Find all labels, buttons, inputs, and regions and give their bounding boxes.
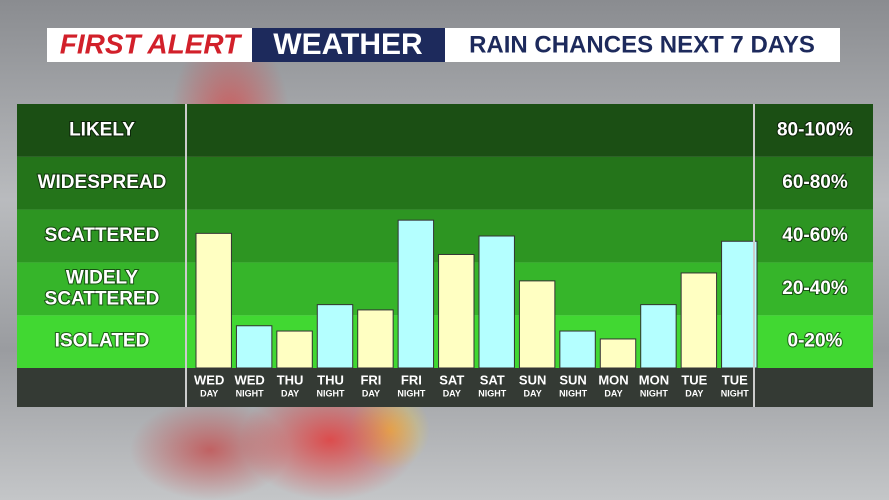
bar bbox=[478, 235, 515, 369]
x-tick-label: FRI bbox=[360, 372, 381, 387]
x-tick-label: WED bbox=[234, 372, 264, 387]
x-tick-sublabel: DAY bbox=[362, 388, 380, 398]
x-tick-sublabel: DAY bbox=[281, 388, 299, 398]
bar bbox=[357, 309, 394, 369]
x-tick-sublabel: DAY bbox=[524, 388, 542, 398]
band-range: 80-100% bbox=[777, 119, 853, 140]
x-tick-label: SUN bbox=[519, 372, 546, 387]
x-tick-sublabel: NIGHT bbox=[317, 388, 346, 398]
header-box bbox=[445, 28, 840, 62]
x-tick-sublabel: NIGHT bbox=[640, 388, 669, 398]
bar bbox=[599, 338, 637, 369]
section: WEATHER bbox=[273, 28, 423, 61]
bar bbox=[640, 304, 677, 369]
header-box bbox=[47, 28, 252, 62]
bar bbox=[559, 330, 596, 369]
bar bbox=[235, 325, 273, 369]
band-label: SCATTERED bbox=[45, 288, 160, 309]
band-range: 40-60% bbox=[782, 225, 848, 246]
bar bbox=[316, 304, 354, 369]
x-tick-label: FRI bbox=[401, 372, 422, 387]
band-label: ISOLATED bbox=[55, 331, 150, 352]
axis-row bbox=[17, 368, 873, 407]
bar bbox=[195, 232, 232, 369]
band-range: 60-80% bbox=[782, 172, 848, 193]
x-tick-label: TUE bbox=[722, 372, 748, 387]
band-range: 0-20% bbox=[788, 331, 843, 352]
bar bbox=[680, 272, 718, 369]
x-tick-label: THU bbox=[317, 372, 344, 387]
x-tick-sublabel: DAY bbox=[604, 388, 622, 398]
x-tick-sublabel: NIGHT bbox=[559, 388, 588, 398]
bar bbox=[438, 253, 475, 369]
band-label: WIDESPREAD bbox=[38, 172, 167, 193]
band-label: SCATTERED bbox=[45, 225, 160, 246]
x-tick-label: SUN bbox=[559, 372, 586, 387]
x-tick-sublabel: DAY bbox=[200, 388, 218, 398]
bar bbox=[397, 219, 435, 369]
x-tick-sublabel: DAY bbox=[685, 388, 703, 398]
band-range: 20-40% bbox=[782, 278, 848, 299]
bar bbox=[721, 240, 758, 369]
brand: FIRST ALERT bbox=[60, 28, 243, 59]
x-tick-label: MON bbox=[598, 372, 628, 387]
x-tick-label: SAT bbox=[439, 372, 464, 387]
band-label: LIKELY bbox=[69, 119, 135, 140]
x-tick-label: WED bbox=[194, 372, 224, 387]
bar bbox=[518, 280, 556, 369]
x-tick-label: MON bbox=[639, 372, 669, 387]
chart-title: RAIN CHANCES NEXT 7 DAYS bbox=[469, 31, 815, 58]
x-tick-sublabel: NIGHT bbox=[478, 388, 507, 398]
header-box bbox=[252, 28, 445, 62]
bar bbox=[276, 330, 313, 369]
x-tick-sublabel: NIGHT bbox=[236, 388, 265, 398]
band bbox=[17, 156, 873, 210]
band-label: WIDELY bbox=[66, 267, 138, 288]
x-tick-label: TUE bbox=[681, 372, 707, 387]
x-tick-label: SAT bbox=[480, 372, 505, 387]
x-tick-sublabel: NIGHT bbox=[721, 388, 750, 398]
x-tick-label: THU bbox=[277, 372, 304, 387]
x-tick-sublabel: NIGHT bbox=[397, 388, 426, 398]
x-tick-sublabel: DAY bbox=[443, 388, 461, 398]
band bbox=[17, 104, 873, 157]
